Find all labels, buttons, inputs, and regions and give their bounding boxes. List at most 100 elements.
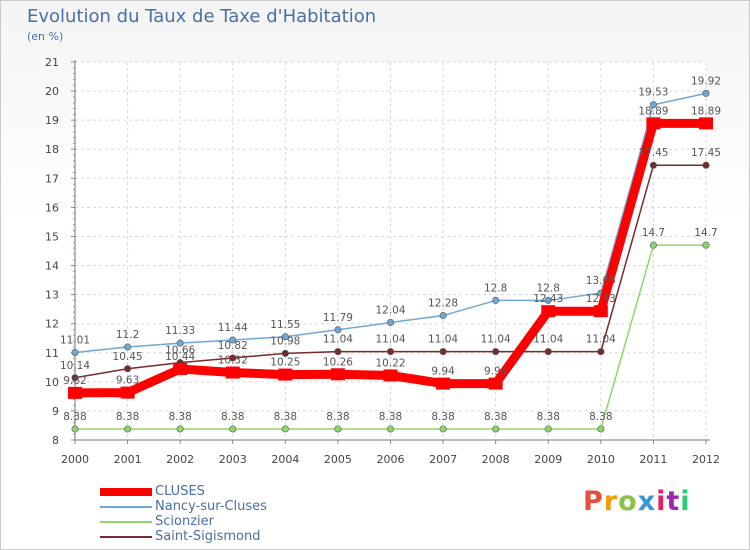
- series-point-2: [281, 425, 289, 433]
- data-label: 8.38: [116, 411, 139, 423]
- x-tick-label: 2009: [534, 453, 562, 466]
- series-point-1: [334, 326, 342, 334]
- series-point-0: [699, 117, 713, 130]
- data-label: 8.38: [274, 411, 297, 423]
- data-label: 11.44: [218, 322, 248, 334]
- logo-letter: i: [656, 486, 667, 517]
- x-tick-label: 2011: [639, 453, 667, 466]
- series-point-1: [176, 339, 184, 347]
- legend-swatch: [100, 488, 152, 496]
- data-label: 9.94: [431, 366, 455, 378]
- x-tick-label: 2005: [324, 453, 352, 466]
- data-label: 12.8: [484, 282, 507, 294]
- data-label: 10.26: [323, 356, 353, 368]
- data-label: 12.43: [586, 293, 616, 305]
- series-point-2: [597, 425, 605, 433]
- series-point-0: [68, 386, 82, 399]
- data-label: 11.79: [323, 312, 353, 324]
- series-point-1: [281, 333, 289, 341]
- x-tick-label: 2003: [219, 453, 247, 466]
- series-point-1: [492, 296, 500, 304]
- legend-label: Saint-Sigismond: [155, 529, 261, 544]
- logo-letter: P: [583, 486, 604, 517]
- data-label: 11.55: [270, 319, 300, 331]
- series-point-0: [330, 368, 345, 381]
- series-point-3: [334, 348, 342, 356]
- y-tick-label: 17: [45, 172, 59, 185]
- data-label: 8.38: [379, 411, 402, 423]
- y-tick-label: 8: [52, 434, 59, 447]
- data-label: 10.82: [218, 340, 248, 352]
- data-label: 8.38: [484, 411, 507, 423]
- y-tick-label: 13: [45, 289, 59, 302]
- series-point-2: [71, 425, 79, 433]
- logo-letter: r: [603, 486, 619, 517]
- series-point-2: [649, 241, 657, 249]
- x-tick-label: 2012: [692, 453, 720, 466]
- chart-title: Evolution du Taux de Taxe d'Habitation: [27, 6, 377, 27]
- series-point-0: [383, 369, 398, 382]
- data-label: 8.38: [537, 411, 560, 423]
- data-label: 10.44: [165, 351, 195, 363]
- data-label: 10.45: [113, 351, 143, 363]
- logo-letter: x: [637, 486, 657, 517]
- legend-label: CLUSES: [155, 484, 205, 499]
- series-point-0: [593, 305, 608, 318]
- data-label: 8.38: [221, 411, 244, 423]
- data-label: 11.04: [428, 334, 458, 346]
- y-tick-label: 14: [45, 260, 59, 273]
- data-label: 9.63: [116, 375, 139, 387]
- x-tick-label: 2008: [482, 453, 510, 466]
- data-label: 8.38: [63, 411, 86, 423]
- series-point-2: [386, 425, 394, 433]
- series-point-0: [646, 117, 661, 130]
- series-point-0: [541, 305, 556, 318]
- data-label: 12.28: [428, 298, 458, 310]
- data-label: 11.2: [116, 329, 139, 341]
- series-point-3: [544, 348, 552, 356]
- y-tick-label: 12: [45, 318, 59, 331]
- series-point-1: [702, 89, 710, 97]
- series-point-3: [439, 348, 447, 356]
- data-label: 12.43: [533, 293, 563, 305]
- data-label: 10.25: [270, 357, 300, 369]
- data-label: 19.53: [638, 87, 668, 99]
- series-point-1: [229, 336, 237, 344]
- data-label: 13.05: [586, 275, 616, 287]
- series-point-1: [544, 296, 552, 304]
- data-label: 14.7: [694, 227, 717, 239]
- x-tick-label: 2001: [114, 453, 142, 466]
- series-point-0: [225, 366, 240, 379]
- series-point-0: [120, 386, 135, 399]
- y-tick-label: 21: [45, 56, 59, 69]
- data-label: 11.04: [533, 334, 563, 346]
- legend-label: Nancy-sur-Cluses: [155, 499, 267, 514]
- data-label: 11.33: [165, 325, 195, 337]
- series-point-3: [649, 161, 657, 169]
- series-point-0: [436, 377, 451, 390]
- data-label: 12.04: [375, 305, 405, 317]
- y-tick-label: 11: [45, 347, 59, 360]
- y-tick-label: 18: [45, 143, 59, 156]
- data-label: 9.94: [484, 366, 508, 378]
- legend-swatch: [100, 506, 152, 508]
- series-point-0: [173, 363, 188, 376]
- series-point-0: [488, 377, 503, 390]
- legend-swatch: [100, 536, 152, 538]
- y-tick-label: 15: [45, 230, 59, 243]
- y-tick-label: 20: [45, 85, 59, 98]
- data-label: 8.38: [168, 411, 191, 423]
- legend-swatch: [100, 521, 152, 523]
- data-label: 8.38: [431, 411, 454, 423]
- series-point-3: [702, 161, 710, 169]
- series-point-2: [439, 425, 447, 433]
- series-point-1: [71, 348, 79, 356]
- logo-letter: o: [618, 486, 638, 517]
- x-tick-label: 2007: [429, 453, 457, 466]
- y-tick-label: 16: [45, 201, 59, 214]
- data-label: 18.89: [638, 105, 668, 117]
- series-point-3: [386, 348, 394, 356]
- data-label: 9.62: [63, 375, 86, 387]
- data-label: 11.04: [586, 334, 616, 346]
- series-point-0: [278, 368, 293, 381]
